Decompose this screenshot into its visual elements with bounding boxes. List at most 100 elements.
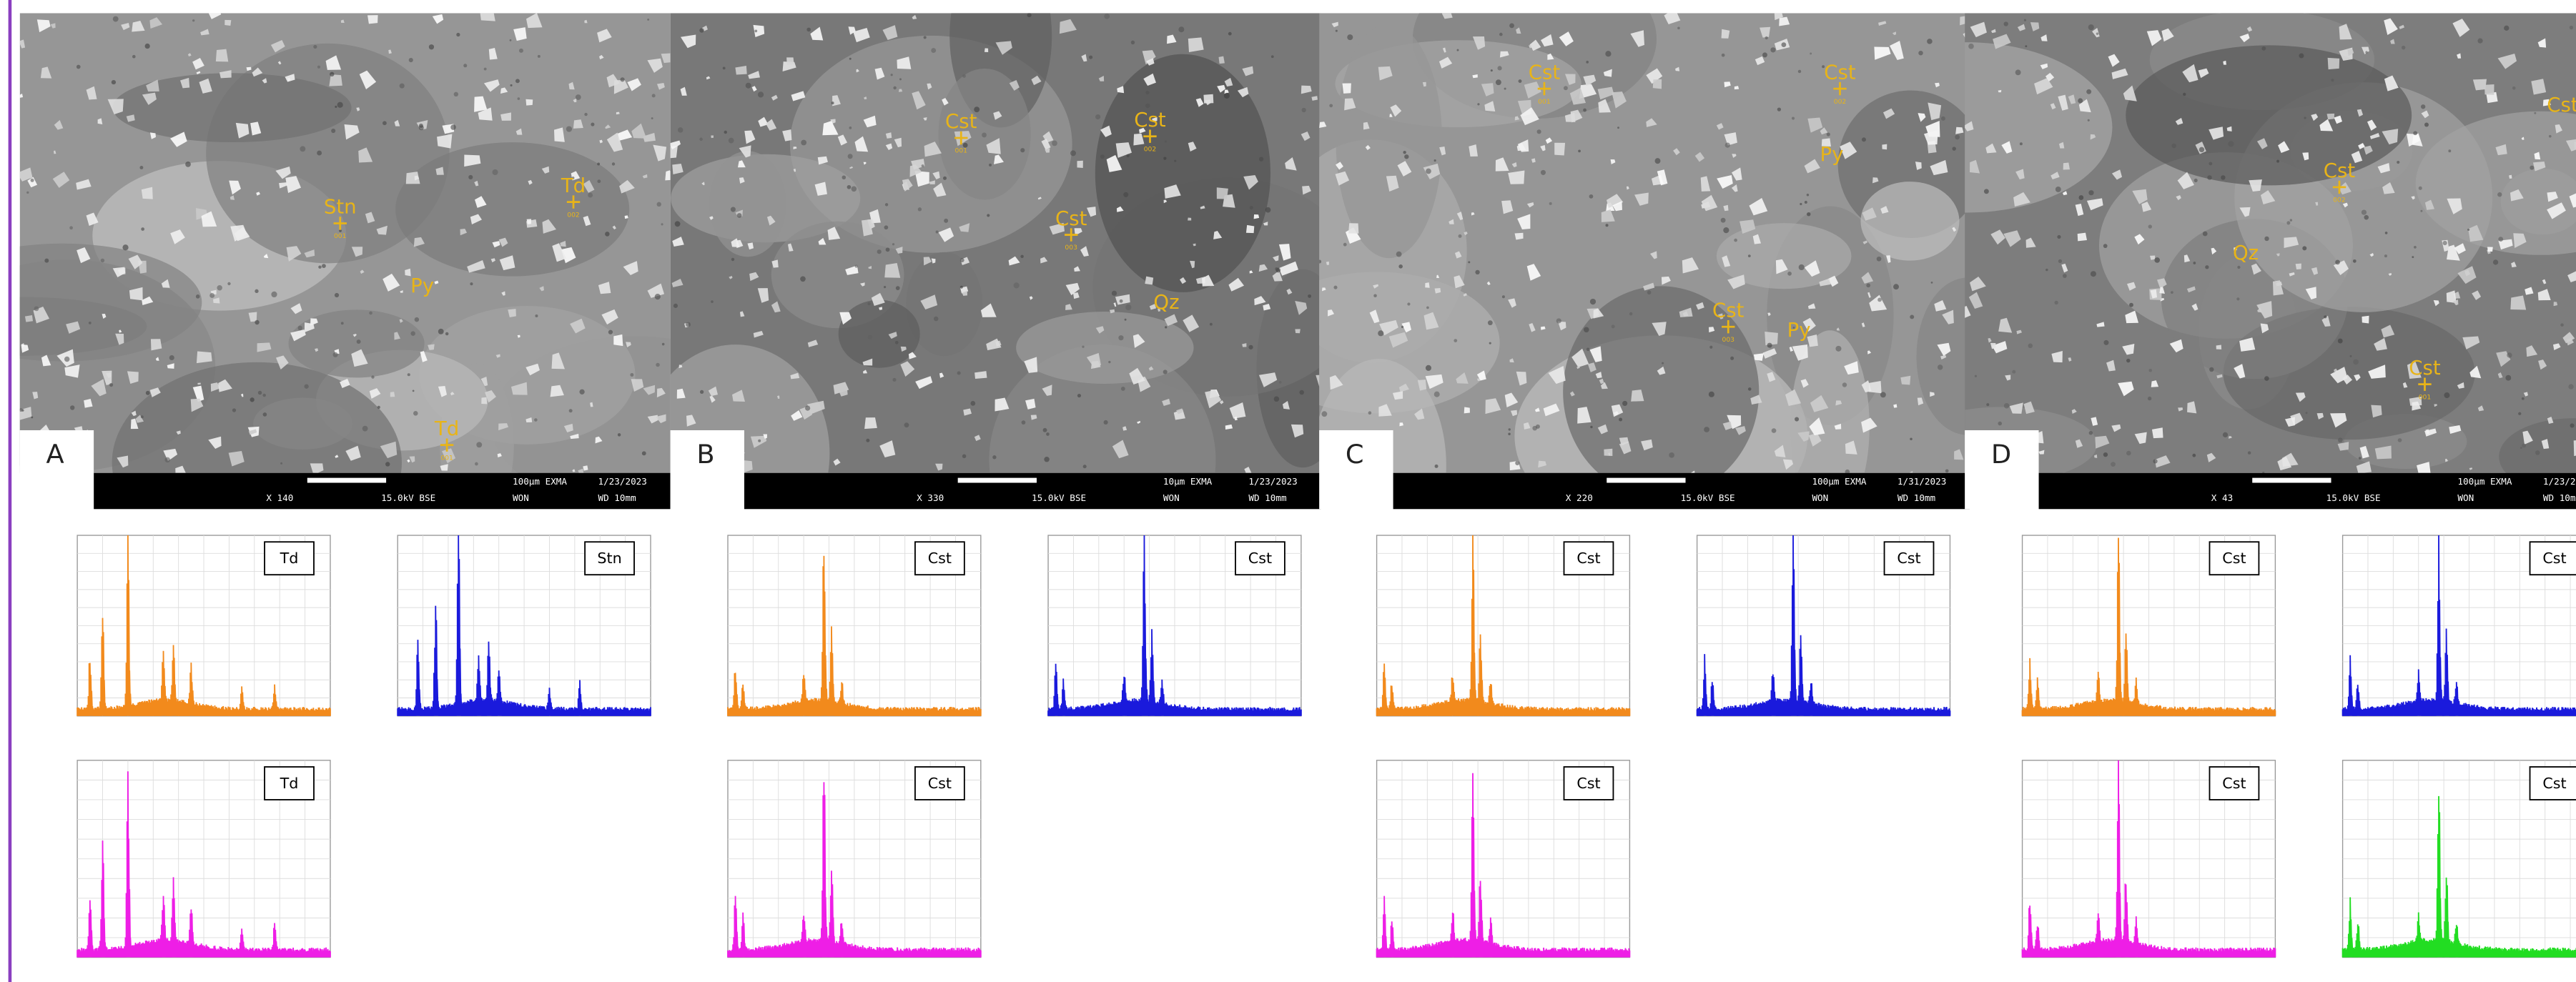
- sem-grain: [1985, 143, 1997, 154]
- sem-grain: [117, 455, 129, 468]
- point-marker: [2418, 377, 2432, 391]
- sem-grain: [882, 25, 898, 40]
- sem-grain: [744, 130, 756, 144]
- sem-grain: [2191, 303, 2199, 311]
- sem-speck: [1308, 294, 1312, 298]
- mineral-label: Td: [561, 174, 586, 197]
- sem-region: [838, 299, 920, 368]
- sem-grain: [2356, 461, 2372, 473]
- sem-grain: [1890, 40, 1904, 61]
- sem-grain: [1130, 375, 1143, 383]
- sem-grain: [1604, 448, 1613, 456]
- sem-grain: [2537, 289, 2551, 301]
- sem-grain: [77, 247, 91, 264]
- sem-speck: [2420, 209, 2423, 212]
- sem-grain: [1722, 421, 1732, 430]
- sem-grain: [2371, 405, 2382, 418]
- sem-grain: [1657, 366, 1666, 375]
- sem-grain: [1954, 449, 1964, 460]
- sem-grain: [197, 382, 201, 385]
- sem-speck: [250, 397, 255, 402]
- sem-grain: [2187, 401, 2197, 414]
- sem-grain: [787, 243, 794, 252]
- sem-grain: [199, 78, 212, 94]
- info-text: WD 10mm: [1248, 492, 1286, 503]
- sem-grain: [929, 180, 935, 184]
- sem-grain: [598, 282, 611, 294]
- sem-speck: [1104, 13, 1110, 19]
- sem-grain: [515, 128, 523, 135]
- sem-grain: [2134, 432, 2147, 445]
- sem-grain: [2402, 382, 2408, 388]
- sem-speck: [1747, 254, 1751, 258]
- sem-grain: [483, 79, 500, 92]
- sem-grain: [492, 241, 500, 248]
- sem-grain: [1378, 404, 1392, 417]
- sem-grain: [2526, 345, 2538, 357]
- sem-grain: [606, 132, 623, 152]
- sem-grain: [984, 48, 989, 52]
- sem-speck: [2522, 443, 2526, 448]
- sem-speck: [661, 223, 663, 226]
- sem-speck: [2264, 376, 2269, 381]
- sem-speck: [2236, 297, 2240, 301]
- sem-grain: [709, 216, 714, 220]
- sem-speck: [450, 124, 456, 130]
- sem-speck: [1762, 52, 1767, 58]
- sem-speck: [322, 264, 326, 269]
- sem-speck: [88, 322, 92, 324]
- sem-grain: [1589, 346, 1602, 362]
- sem-grain: [2565, 139, 2576, 152]
- sem-grain: [2562, 332, 2575, 344]
- sem-grain: [1225, 424, 1233, 430]
- sem-speck: [962, 142, 968, 148]
- sem-speck: [377, 405, 380, 409]
- sem-grain: [1992, 341, 2008, 354]
- sem-speck: [1020, 148, 1025, 153]
- sem-grain: [1344, 98, 1356, 111]
- sem-speck: [2504, 25, 2510, 31]
- sem-speck: [1343, 242, 1347, 247]
- sem-grain: [276, 355, 289, 370]
- sem-grain: [1285, 157, 1297, 171]
- sem-grain: [1025, 398, 1036, 410]
- sem-grain: [1509, 358, 1514, 363]
- sem-grain: [24, 314, 34, 322]
- sem-grain: [2399, 24, 2405, 29]
- sem-speck: [731, 257, 735, 262]
- point-id: 001: [2419, 393, 2432, 401]
- sem-grain: [590, 402, 593, 407]
- sem-grain: [277, 61, 282, 65]
- sem-grain: [1874, 46, 1891, 60]
- spectrum-trace: [1376, 535, 1631, 716]
- sem-speck: [2221, 175, 2226, 180]
- sem-grain: [141, 187, 153, 199]
- sem-grain: [526, 13, 543, 29]
- sem-grain: [1708, 327, 1715, 333]
- sem-grain: [864, 96, 867, 100]
- sem-speck: [109, 382, 114, 387]
- sem-grain: [2277, 456, 2292, 471]
- sem-grain: [2111, 424, 2121, 432]
- sem-grain: [560, 240, 566, 247]
- sem-grain: [2045, 72, 2055, 82]
- sem-grain: [1991, 29, 1996, 34]
- spectrum: Cst: [1376, 760, 1631, 958]
- sem-grain: [863, 115, 877, 128]
- sem-grain: [2009, 402, 2023, 414]
- sem-grain: [541, 166, 550, 174]
- sem-grain: [1422, 81, 1426, 87]
- sem-speck: [1333, 285, 1338, 289]
- spectrum-label-box: [2529, 766, 2576, 800]
- sem-grain: [1485, 398, 1501, 415]
- sem-speck: [2413, 131, 2418, 136]
- sem-grain: [1583, 74, 1597, 86]
- scale-bar: [1607, 477, 1686, 483]
- sem-speck: [2414, 245, 2417, 249]
- sem-region: [709, 151, 786, 257]
- sem-grain: [1216, 187, 1228, 199]
- sem-grain: [1442, 47, 1446, 53]
- sem-speck: [456, 32, 460, 37]
- sem-speck: [2209, 367, 2214, 372]
- sem-grain: [107, 99, 124, 115]
